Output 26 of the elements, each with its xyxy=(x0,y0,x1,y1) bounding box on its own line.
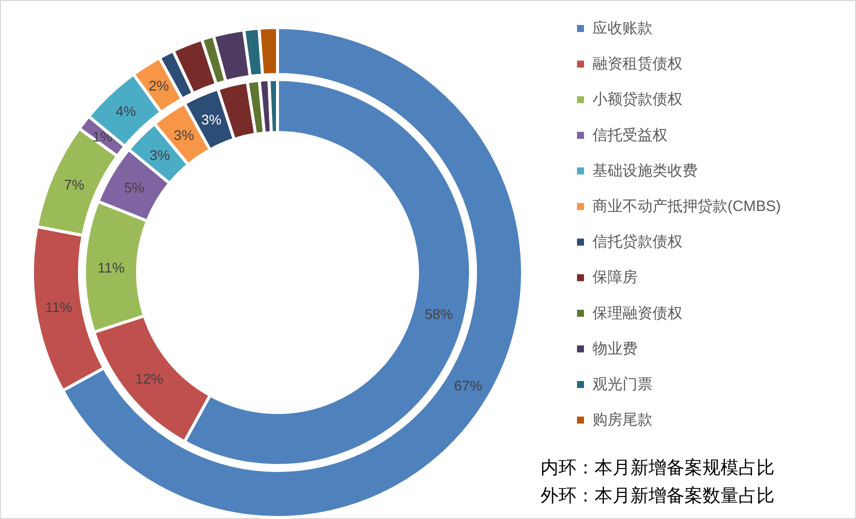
legend-label: 商业不动产抵押贷款(CMBS) xyxy=(592,198,781,215)
legend-label: 保障房 xyxy=(592,269,638,286)
legend-label: 基础设施类收费 xyxy=(592,162,698,180)
legend-label: 物业费 xyxy=(592,340,638,358)
legend-label: 购房尾款 xyxy=(592,412,652,429)
data-label: 58% xyxy=(424,306,453,322)
data-label: 3% xyxy=(174,126,194,143)
legend-label: 应收账款 xyxy=(592,20,652,37)
legend-label: 保理融资债权 xyxy=(592,304,682,322)
data-label: 5% xyxy=(124,180,144,196)
data-label: 11% xyxy=(98,259,125,276)
data-label: 67% xyxy=(454,377,482,394)
text: 外环：本月新增备案数量占比 xyxy=(540,486,774,506)
legend-label: 信托受益权 xyxy=(592,126,668,144)
data-label: 3% xyxy=(150,146,170,163)
data-label: 7% xyxy=(64,176,84,193)
legend-label: 融资租赁债权 xyxy=(592,56,682,73)
data-label: 12% xyxy=(135,370,164,387)
legend-label: 观光门票 xyxy=(592,376,652,393)
legend-label: 小额贷款债权 xyxy=(592,91,682,108)
text: 内环：本月新增备案规模占比 xyxy=(540,458,774,478)
data-label: 4% xyxy=(116,103,136,120)
data-label: 2% xyxy=(148,77,169,94)
data-label: 11% xyxy=(45,299,72,316)
legend-label: 信托贷款债权 xyxy=(592,234,682,251)
data-label: 3% xyxy=(201,112,222,128)
